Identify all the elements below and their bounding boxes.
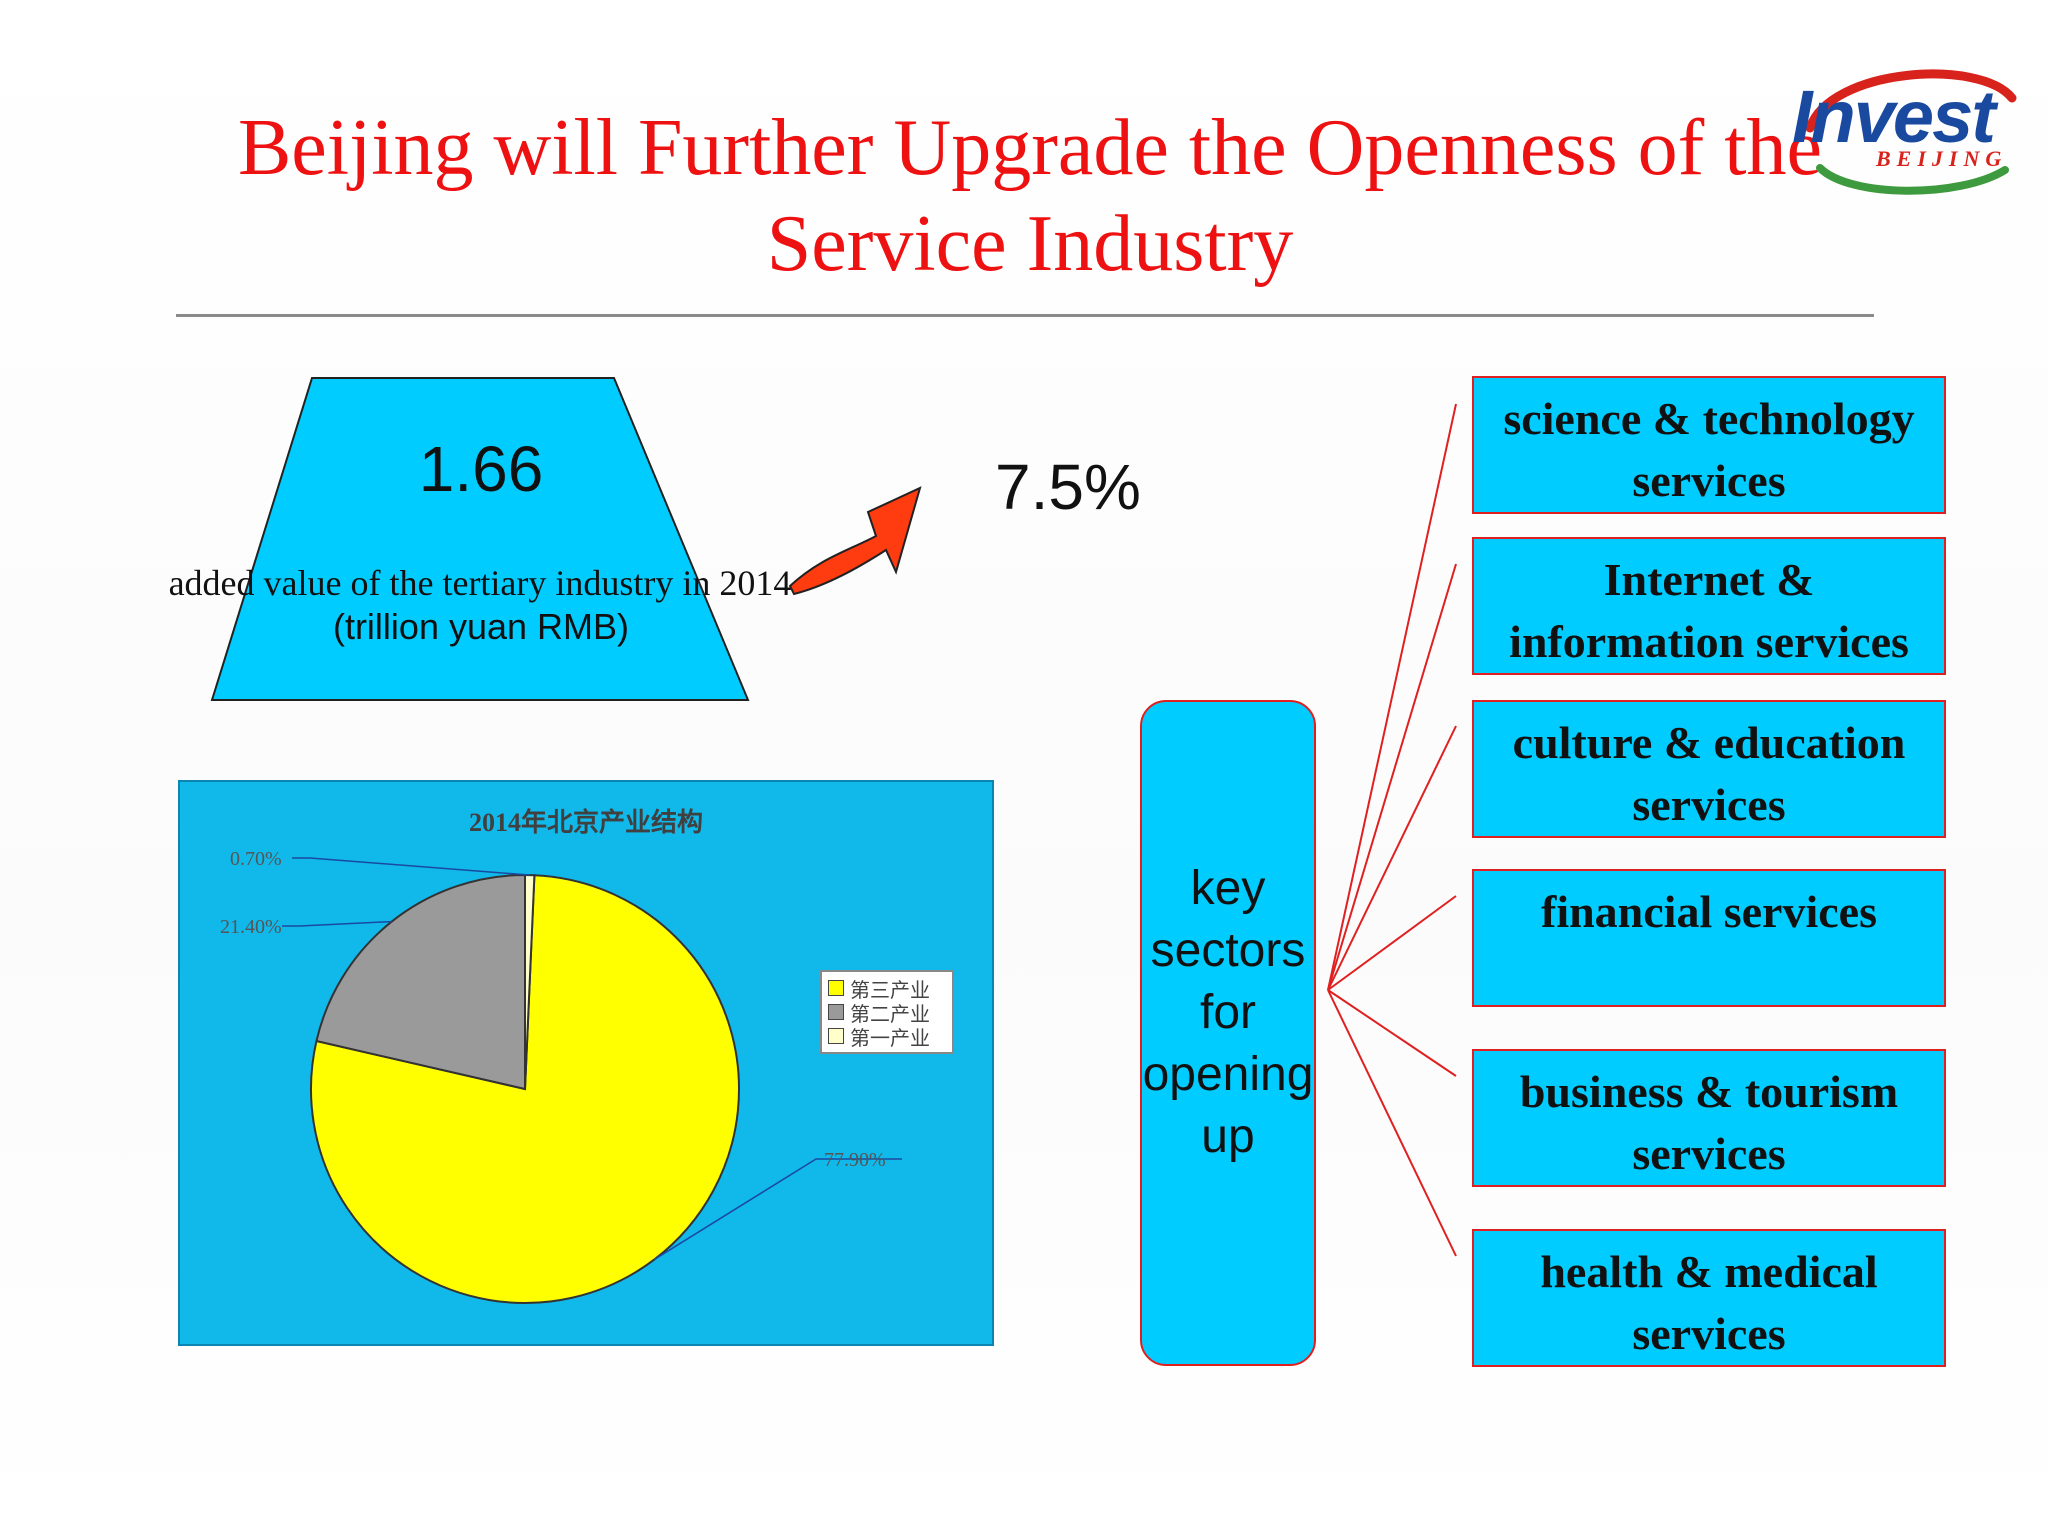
slice-label: 21.40% — [220, 916, 282, 938]
sector-financial: financial services — [1472, 869, 1946, 1007]
sector-internet-information: Internet & information services — [1472, 537, 1946, 675]
growth-arrow-icon — [788, 486, 922, 596]
chart-legend: 第三产业 第二产业 第一产业 — [820, 970, 954, 1054]
pie-chart: 77.90% 21.40% 0.70% — [220, 848, 902, 1304]
sector-science-technology: science & technology services — [1472, 376, 1946, 514]
title-divider — [176, 314, 1874, 317]
legend-item: 第二产业 — [828, 1000, 946, 1026]
sector-business-tourism: business & tourism services — [1472, 1049, 1946, 1187]
tertiary-value: 1.66 — [418, 433, 544, 505]
logo-subtitle: BEIJING — [1876, 146, 2008, 171]
key-sectors-label: key sectors for opening up — [1142, 862, 1314, 1163]
sector-health-medical: health & medical services — [1472, 1229, 1946, 1367]
legend-swatch — [828, 1028, 844, 1044]
industry-structure-chart: 2014年北京产业结构 77.90% 21.40% 0.70% 第三产业 第二产业 … — [178, 780, 994, 1346]
invest-beijing-logo: Invest BEIJING — [1790, 58, 2030, 198]
legend-swatch — [828, 980, 844, 996]
legend-item: 第一产业 — [828, 1024, 946, 1050]
leader-line — [292, 857, 530, 876]
chart-title: 2014年北京产业结构 — [468, 808, 703, 837]
legend-label: 第三产业 — [850, 979, 930, 1002]
legend-label: 第二产业 — [850, 1003, 930, 1026]
leader-line — [282, 920, 392, 927]
leader-line — [654, 1158, 902, 1260]
growth-rate: 7.5% — [995, 451, 1141, 523]
tertiary-unit: (trillion yuan RMB) — [332, 606, 630, 647]
legend-item: 第三产业 — [828, 976, 946, 1002]
tertiary-caption: added value of the tertiary industry in … — [168, 563, 792, 603]
legend-label: 第一产业 — [850, 1027, 930, 1050]
logo-word: Invest — [1792, 75, 1996, 158]
legend-swatch — [828, 1004, 844, 1020]
slice-label: 77.90% — [824, 1149, 886, 1171]
logo-swoosh-icon — [1805, 69, 2017, 195]
sector-culture-education: culture & education services — [1472, 700, 1946, 838]
tertiary-trapezoid — [210, 377, 750, 701]
key-sectors-box: key sectors for opening up — [1140, 700, 1316, 1366]
slice-label: 0.70% — [230, 848, 282, 870]
page-title: Beijing will Further Upgrade the Opennes… — [237, 104, 1823, 288]
